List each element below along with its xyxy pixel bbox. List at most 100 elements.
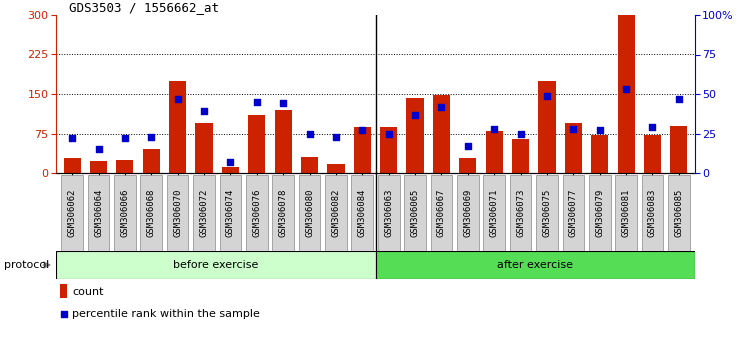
Text: GSM306078: GSM306078 bbox=[279, 189, 288, 237]
FancyBboxPatch shape bbox=[325, 175, 347, 251]
FancyBboxPatch shape bbox=[88, 175, 110, 251]
FancyBboxPatch shape bbox=[273, 175, 294, 251]
Point bbox=[145, 134, 157, 139]
Point bbox=[647, 124, 659, 130]
Bar bbox=[617, 15, 635, 173]
Text: GSM306064: GSM306064 bbox=[94, 189, 103, 237]
FancyBboxPatch shape bbox=[299, 175, 321, 251]
FancyBboxPatch shape bbox=[167, 175, 189, 251]
Point bbox=[409, 112, 421, 118]
Point bbox=[436, 104, 448, 109]
Point bbox=[119, 136, 131, 141]
Text: GSM306081: GSM306081 bbox=[622, 189, 631, 237]
Text: GSM306068: GSM306068 bbox=[146, 189, 155, 237]
Point bbox=[251, 99, 263, 105]
Bar bbox=[671, 126, 687, 173]
FancyBboxPatch shape bbox=[246, 175, 267, 251]
Bar bbox=[380, 127, 397, 173]
Text: percentile rank within the sample: percentile rank within the sample bbox=[72, 309, 260, 319]
FancyBboxPatch shape bbox=[615, 175, 637, 251]
Bar bbox=[406, 98, 424, 173]
FancyBboxPatch shape bbox=[378, 175, 400, 251]
Bar bbox=[512, 139, 529, 173]
FancyBboxPatch shape bbox=[536, 175, 558, 251]
Text: GSM306085: GSM306085 bbox=[674, 189, 683, 237]
Text: GSM306077: GSM306077 bbox=[569, 189, 578, 237]
Text: GSM306066: GSM306066 bbox=[120, 189, 129, 237]
Text: GSM306070: GSM306070 bbox=[173, 189, 182, 237]
Bar bbox=[301, 157, 318, 173]
Bar bbox=[59, 284, 68, 298]
Text: GSM306062: GSM306062 bbox=[68, 189, 77, 237]
Point bbox=[198, 109, 210, 114]
Point bbox=[673, 96, 685, 102]
FancyBboxPatch shape bbox=[510, 175, 532, 251]
Bar bbox=[195, 123, 213, 173]
Point bbox=[58, 311, 70, 317]
Bar bbox=[90, 161, 107, 173]
Bar bbox=[433, 95, 450, 173]
Bar bbox=[327, 164, 345, 173]
FancyBboxPatch shape bbox=[351, 175, 373, 251]
Bar bbox=[591, 135, 608, 173]
Bar bbox=[538, 81, 556, 173]
Text: GSM306082: GSM306082 bbox=[331, 189, 340, 237]
Point bbox=[567, 126, 579, 132]
Bar bbox=[64, 158, 80, 173]
FancyBboxPatch shape bbox=[193, 175, 215, 251]
Point bbox=[172, 96, 184, 102]
Point bbox=[620, 86, 632, 92]
Text: protocol: protocol bbox=[4, 260, 49, 270]
Bar bbox=[486, 131, 502, 173]
Text: GSM306069: GSM306069 bbox=[463, 189, 472, 237]
FancyBboxPatch shape bbox=[404, 175, 426, 251]
Bar bbox=[56, 251, 376, 279]
Text: GSM306079: GSM306079 bbox=[596, 189, 605, 237]
FancyBboxPatch shape bbox=[457, 175, 478, 251]
FancyBboxPatch shape bbox=[114, 175, 136, 251]
Text: GSM306080: GSM306080 bbox=[305, 189, 314, 237]
Bar bbox=[644, 135, 661, 173]
Text: GSM306065: GSM306065 bbox=[411, 189, 420, 237]
Bar bbox=[460, 158, 476, 173]
Bar bbox=[222, 167, 239, 173]
Text: GSM306072: GSM306072 bbox=[200, 189, 209, 237]
Bar bbox=[116, 160, 134, 173]
FancyBboxPatch shape bbox=[589, 175, 611, 251]
Bar bbox=[376, 251, 695, 279]
FancyBboxPatch shape bbox=[668, 175, 689, 251]
Text: GSM306084: GSM306084 bbox=[357, 189, 366, 237]
Text: after exercise: after exercise bbox=[497, 260, 573, 270]
Point bbox=[92, 147, 104, 152]
Text: GSM306073: GSM306073 bbox=[516, 189, 525, 237]
FancyBboxPatch shape bbox=[641, 175, 663, 251]
FancyBboxPatch shape bbox=[219, 175, 241, 251]
Text: GSM306083: GSM306083 bbox=[648, 189, 657, 237]
Bar bbox=[169, 81, 186, 173]
Bar bbox=[354, 127, 371, 173]
FancyBboxPatch shape bbox=[62, 175, 83, 251]
FancyBboxPatch shape bbox=[562, 175, 584, 251]
Point bbox=[488, 126, 500, 132]
Text: GDS3503 / 1556662_at: GDS3503 / 1556662_at bbox=[69, 1, 219, 14]
Point bbox=[541, 93, 553, 98]
FancyBboxPatch shape bbox=[140, 175, 162, 251]
Text: count: count bbox=[72, 287, 104, 297]
FancyBboxPatch shape bbox=[484, 175, 505, 251]
Text: GSM306075: GSM306075 bbox=[542, 189, 551, 237]
Bar bbox=[275, 110, 291, 173]
Bar bbox=[249, 115, 265, 173]
Text: GSM306063: GSM306063 bbox=[385, 189, 394, 237]
Text: GSM306076: GSM306076 bbox=[252, 189, 261, 237]
Point bbox=[277, 101, 289, 106]
Bar bbox=[143, 149, 160, 173]
Point bbox=[462, 143, 474, 149]
FancyBboxPatch shape bbox=[430, 175, 452, 251]
Text: before exercise: before exercise bbox=[173, 260, 258, 270]
Point bbox=[66, 136, 78, 141]
Point bbox=[356, 127, 368, 133]
Point bbox=[514, 131, 526, 136]
Point bbox=[330, 134, 342, 139]
Text: GSM306067: GSM306067 bbox=[437, 189, 446, 237]
Bar bbox=[565, 123, 582, 173]
